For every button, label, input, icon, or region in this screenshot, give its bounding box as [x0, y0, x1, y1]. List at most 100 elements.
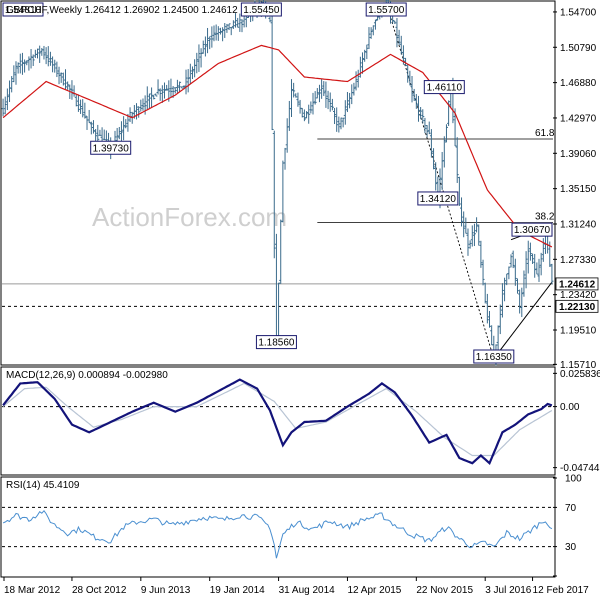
- price-bar: [212, 25, 216, 42]
- price-bar: [531, 253, 535, 264]
- price-bar: [184, 69, 188, 95]
- price-bar: [74, 94, 78, 107]
- y-tick-label: 1.54700: [560, 7, 597, 18]
- price-bar: [343, 100, 347, 125]
- price-bar: [48, 51, 52, 66]
- price-bar: [488, 311, 492, 328]
- price-bar: [414, 94, 418, 109]
- price-bar: [406, 64, 410, 83]
- price-bar: [365, 44, 369, 60]
- annotation-box: [255, 335, 297, 350]
- price-bar: [206, 27, 210, 54]
- price-bar: [229, 27, 233, 36]
- price-marker-text: 1.24612: [559, 279, 596, 290]
- price-bar: [66, 81, 70, 90]
- price-bar: [225, 23, 229, 33]
- price-bar: [158, 88, 162, 101]
- price-bar: [27, 56, 31, 71]
- price-bar: [333, 107, 337, 125]
- price-bar: [218, 27, 222, 35]
- price-bar: [81, 99, 85, 118]
- x-tick-label: 18 Mar 2012: [4, 585, 61, 596]
- macd-y-axis: 0.025836 0.00 -0.047449: [553, 369, 600, 474]
- annotation-box: [365, 2, 407, 17]
- price-bar: [412, 88, 416, 101]
- price-bar: [313, 91, 317, 105]
- price-bar: [3, 96, 7, 115]
- price-bar: [87, 109, 91, 123]
- price-annotation: 1.30670: [511, 222, 553, 237]
- price-bar: [268, 16, 272, 23]
- price-bar: [238, 13, 242, 32]
- price-bar: [309, 101, 313, 114]
- annotation-box: [2, 2, 44, 17]
- annotation-text: 1.18560: [258, 338, 295, 349]
- price-bar: [305, 111, 309, 119]
- price-annotation: 1.55450: [240, 2, 282, 17]
- price-bar: [507, 266, 511, 280]
- price-bar: [373, 19, 377, 30]
- price-bar: [272, 130, 276, 259]
- price-bar: [139, 99, 143, 112]
- price-bar: [190, 66, 194, 80]
- price-bar: [178, 81, 182, 92]
- price-bar: [53, 59, 57, 73]
- macd-panel-frame: [0, 366, 556, 476]
- price-bar: [102, 129, 106, 141]
- price-bar: [537, 258, 541, 282]
- x-tick-label: 28 Oct 2012: [72, 585, 127, 596]
- y-tick-label: 1.50790: [560, 43, 597, 54]
- y-tick-label: 1.39060: [560, 149, 597, 160]
- price-bar: [341, 117, 345, 128]
- price-bar: [462, 211, 466, 238]
- rising-trendline: [493, 281, 553, 359]
- rsi-level-lines: [2, 506, 553, 548]
- price-bar: [141, 98, 145, 111]
- price-bar: [199, 48, 203, 68]
- price-bar: [460, 197, 464, 227]
- price-bar: [457, 176, 461, 206]
- price-bar: [91, 120, 95, 134]
- y-tick-label: 0.00: [560, 402, 580, 413]
- price-bar: [485, 293, 489, 324]
- price-bar: [18, 53, 22, 74]
- price-bar: [419, 107, 423, 120]
- price-bar: [180, 86, 184, 89]
- fib-label: 38.2: [535, 212, 555, 223]
- price-bar: [292, 82, 296, 98]
- price-bar: [23, 59, 27, 73]
- price-marker-text: 1.22130: [559, 302, 596, 313]
- price-bar: [59, 72, 63, 83]
- annotation-box: [90, 140, 132, 155]
- price-bar: [330, 98, 334, 111]
- price-marker: 1.22130: [555, 299, 599, 313]
- price-bar: [483, 282, 487, 304]
- price-marker: 1.24612: [555, 277, 599, 290]
- price-bar: [550, 263, 554, 285]
- annotation-text: 1.16350: [476, 352, 513, 363]
- price-bar: [36, 48, 40, 59]
- price-bar: [328, 92, 332, 112]
- price-bar: [163, 82, 167, 99]
- y-tick-label: 0.025836: [560, 369, 600, 380]
- price-bar: [152, 94, 156, 100]
- price-bar: [10, 76, 14, 93]
- x-tick-label: 3 Jul 2016: [485, 585, 532, 596]
- y-tick-label: 1.42970: [560, 113, 597, 124]
- price-bar: [434, 162, 438, 191]
- y-tick-label: 1.15710: [560, 360, 597, 371]
- price-bar: [210, 26, 214, 48]
- price-bar: [335, 107, 339, 132]
- price-bar: [339, 117, 343, 130]
- price-bar: [444, 124, 448, 143]
- price-bar: [98, 129, 102, 136]
- price-bar: [14, 61, 18, 85]
- price-bar: [371, 25, 375, 36]
- price-bar: [539, 252, 543, 276]
- watermark: ActionForex.com: [92, 202, 287, 232]
- annotation-text: 1.54810: [5, 5, 42, 16]
- price-annotation: 1.54810: [2, 2, 44, 17]
- price-bar: [397, 29, 401, 45]
- price-bar: [203, 36, 207, 57]
